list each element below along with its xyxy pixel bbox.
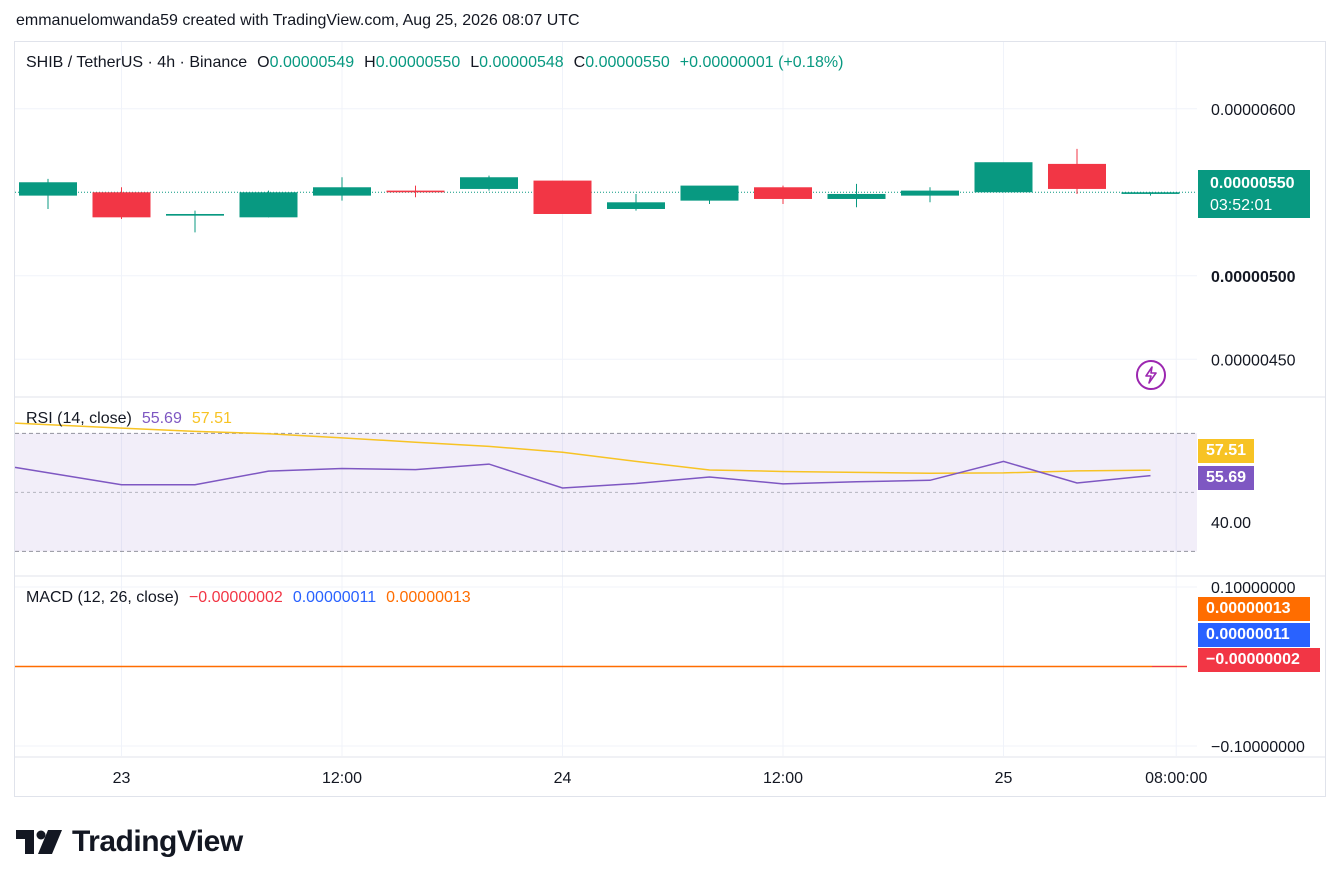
x-tick-label: 08:00:00 [1145,770,1207,787]
symbol-title[interactable]: SHIB / TetherUS · 4h · Binance [26,54,248,71]
macd-histogram-value: −0.00000002 [188,589,283,606]
macd-signal-tag: 0.00000013 [1198,597,1310,621]
rsi-tag: 55.69 [1198,466,1255,490]
rsi-legend: RSI (14, close) 55.69 57.51 [26,410,232,428]
candles-layer [15,148,1197,233]
candle-body [386,190,445,193]
candle-body [19,182,77,196]
open-value: 0.00000549 [269,54,355,71]
y-tick-label: 0.00000600 [1211,102,1296,119]
logo-wordmark: TradingView [72,825,243,858]
rsi-value: 55.69 [141,410,182,427]
rsi-title[interactable]: RSI (14, close) [26,410,132,427]
pane-borders [15,396,1325,758]
lightning-icon[interactable] [1136,360,1166,390]
candle-body [313,187,371,196]
candle-body [92,192,151,218]
grid-lines [15,42,1197,756]
macd-legend: MACD (12, 26, close) −0.00000002 0.00000… [26,589,471,607]
low-value: 0.00000548 [479,54,564,71]
macd-y-tick-label: 0.10000000 [1211,580,1296,597]
candle-body [680,185,739,201]
macd-y-tick-label: −0.10000000 [1211,739,1305,756]
high-label: H [364,54,376,71]
macd-line-tag: 0.00000011 [1198,623,1310,647]
candle-body [1121,192,1180,194]
candle-body [607,202,665,209]
macd-title[interactable]: MACD (12, 26, close) [26,589,179,606]
x-tick-label: 12:00 [322,770,362,787]
close-label: C [573,54,586,71]
candle-body [533,180,592,214]
candle-body [827,193,886,199]
macd-line-value: 0.00000011 [292,589,377,606]
x-tick-label: 23 [113,770,131,787]
x-tick-label: 24 [554,770,572,787]
change-value: +0.00000001 (+0.18%) [679,54,844,71]
rsi-layer [14,422,1197,552]
x-tick-label: 25 [995,770,1013,787]
macd-signal-value: 0.00000013 [386,589,471,606]
candle-body [754,187,812,199]
tradingview-logo-icon [16,830,62,854]
x-tick-label: 12:00 [763,770,803,787]
rsi-ma-tag: 57.51 [1198,439,1255,463]
close-value: 0.00000550 [585,54,670,71]
open-label: O [257,54,270,71]
chart-frame[interactable] [14,41,1326,797]
last-price-badge: 0.00000550 03:52:01 [1198,170,1310,218]
attribution-text: emmanuelomwanda59 created with TradingVi… [16,12,580,29]
main-legend: SHIB / TetherUS · 4h · Binance O 0.00000… [26,54,843,72]
tradingview-logo[interactable]: TradingView [16,824,243,860]
rsi-level-label: 40.00 [1211,515,1251,532]
candle-body [901,190,959,196]
candle-body [1048,163,1106,189]
axis-labels: 23 12:00 24 12:00 25 08:00:00 0.00000600 0.0000… [113,102,1305,787]
y-tick-label: 0.00000450 [1211,352,1296,369]
y-tick-label: 0.00000500 [1211,269,1296,286]
candle-body [974,162,1033,193]
macd-histogram-tag: −0.00000002 [1198,648,1320,672]
high-value: 0.00000550 [375,54,461,71]
rsi-line [14,460,1151,489]
last-price: 0.00000550 [1210,175,1295,192]
candle-body [460,177,518,189]
rsi-ma-value: 57.51 [191,410,232,427]
low-label: L [470,54,480,71]
bar-countdown: 03:52:01 [1210,197,1273,214]
lightning-glyph [1145,366,1157,384]
rsi-ma-line [14,422,1151,474]
candle-body [166,213,224,216]
candle-body [239,192,298,218]
